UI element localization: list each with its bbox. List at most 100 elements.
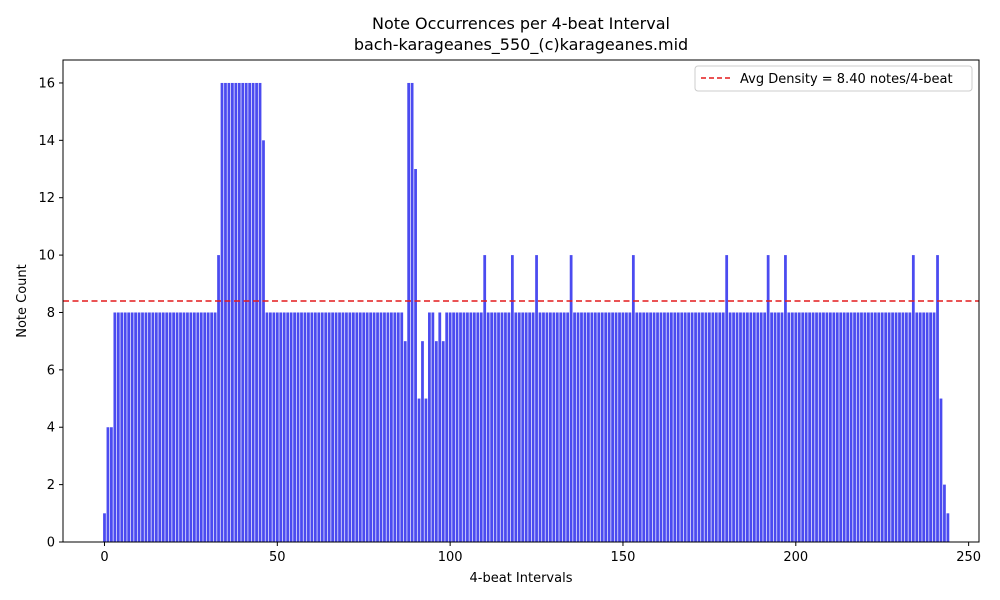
bar <box>497 312 500 542</box>
y-tick-label: 8 <box>47 306 55 321</box>
bar <box>573 312 576 542</box>
bar <box>673 312 677 542</box>
bar <box>545 312 549 542</box>
bar <box>103 513 106 542</box>
bars <box>103 82 950 542</box>
bar <box>483 255 487 542</box>
bar <box>735 312 739 542</box>
x-axis-ticks: 0 50 100 150 200 250 <box>100 542 981 565</box>
bar <box>116 312 120 542</box>
bar <box>915 312 919 542</box>
bar <box>562 312 566 542</box>
bar <box>521 312 525 542</box>
bar <box>808 312 812 542</box>
bar <box>752 312 756 542</box>
bar <box>206 312 210 542</box>
bar <box>777 312 780 542</box>
bar <box>607 312 611 542</box>
y-axis-label: Note Count <box>15 264 30 338</box>
bar <box>320 312 324 542</box>
bar <box>576 312 580 542</box>
bar <box>445 312 449 542</box>
bar <box>659 312 663 542</box>
bar <box>908 312 912 542</box>
bar <box>618 312 621 542</box>
bar <box>279 312 283 542</box>
bar <box>825 312 829 542</box>
bar <box>386 312 390 542</box>
bar <box>687 312 691 542</box>
bar <box>867 312 870 542</box>
bar <box>528 312 532 542</box>
bar <box>742 312 746 542</box>
bar <box>932 312 936 542</box>
bar <box>828 312 832 542</box>
bar <box>905 312 908 542</box>
bar <box>790 312 794 542</box>
bar <box>255 82 258 542</box>
bar <box>877 312 881 542</box>
x-tick-label: 150 <box>611 550 636 565</box>
bar <box>666 312 670 542</box>
bar <box>531 312 535 542</box>
bar <box>891 312 894 542</box>
x-tick-label: 250 <box>956 550 981 565</box>
y-tick-label: 16 <box>38 76 55 91</box>
bar <box>645 312 649 542</box>
x-tick-label: 100 <box>438 550 463 565</box>
bar <box>559 312 563 542</box>
bar <box>172 312 175 542</box>
bar <box>638 312 642 542</box>
bar <box>486 312 490 542</box>
bar <box>880 312 884 542</box>
bar <box>611 312 614 542</box>
bar <box>797 312 801 542</box>
bar <box>614 312 618 542</box>
bar <box>179 312 182 542</box>
bar <box>811 312 815 542</box>
bar <box>701 312 704 542</box>
bar <box>894 312 898 542</box>
bar <box>441 341 445 542</box>
bar <box>379 312 383 542</box>
bar <box>459 312 462 542</box>
bar <box>652 312 656 542</box>
bar <box>414 169 417 542</box>
bar <box>251 82 255 542</box>
bar <box>113 312 117 542</box>
bar <box>431 312 435 542</box>
bar <box>186 312 189 542</box>
bar <box>110 427 113 542</box>
chart-subtitle: bach-karageanes_550_(c)karageanes.mid <box>354 35 688 55</box>
bar <box>583 312 587 542</box>
bar <box>293 312 296 542</box>
bar <box>175 312 179 542</box>
bar <box>635 312 639 542</box>
legend-label: Avg Density = 8.40 notes/4-beat <box>740 72 953 87</box>
bar <box>307 312 310 542</box>
bar <box>822 312 825 542</box>
bar <box>569 255 573 542</box>
bar <box>127 312 131 542</box>
bar <box>711 312 715 542</box>
bar <box>846 312 850 542</box>
x-tick-label: 50 <box>269 550 286 565</box>
bar <box>428 312 431 542</box>
bar <box>196 312 200 542</box>
bar <box>396 312 400 542</box>
bar <box>358 312 362 542</box>
bar <box>417 398 421 542</box>
bar <box>604 312 608 542</box>
bar <box>680 312 684 542</box>
bar <box>372 312 376 542</box>
bar <box>317 312 321 542</box>
bar <box>514 312 518 542</box>
bar <box>870 312 874 542</box>
bar <box>815 312 818 542</box>
bar <box>524 312 528 542</box>
bar <box>832 312 836 542</box>
bar <box>410 82 414 542</box>
bar <box>853 312 856 542</box>
bar <box>704 312 708 542</box>
